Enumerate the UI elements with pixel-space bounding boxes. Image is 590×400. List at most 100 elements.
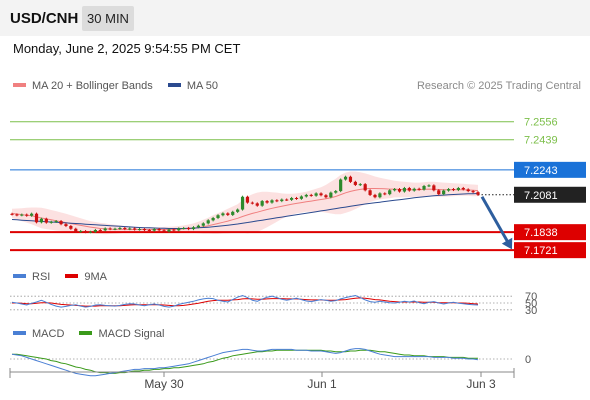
candle-body [471,191,475,193]
candle-body [427,185,431,187]
candle-body [348,176,353,182]
x-tick-label-0: May 30 [144,377,184,391]
candle-body [177,228,181,231]
candle-body [201,223,205,226]
macd-line [11,348,479,377]
candle-body [167,229,171,232]
level-label-7.1721: 7.1721 [524,245,558,257]
candle-body [437,190,441,195]
candle-body [343,176,348,180]
candle-body [226,213,230,215]
candle-body [255,203,259,206]
candle-body [15,214,19,216]
candle-body [363,184,367,191]
candle-body [44,218,48,223]
candle-body [466,189,470,192]
legend-item-ma50: MA 50 [167,80,218,92]
forecast-arrow-shaft [480,196,511,245]
candle-body [324,195,328,198]
candle-body [309,194,313,196]
candle-body [294,198,299,199]
candle-body [407,188,411,191]
rsi-swatch [13,274,26,279]
candle-body [270,200,274,203]
candle-body [412,188,416,191]
candle-body [314,193,318,196]
candle-body [10,213,14,215]
candle-body [79,231,83,233]
level-tag-7.2243 [514,161,586,178]
candle-body [432,185,436,191]
candle-body [451,189,456,191]
credit-text: Research © 2025 Trading Central [416,80,581,92]
macd-zero-label: 0 [525,354,531,366]
level-label-7.2243: 7.2243 [524,165,558,177]
candle-body [157,229,161,231]
candle-body [446,189,451,191]
ma20-swatch [13,83,26,88]
candle-body [221,213,225,216]
level-label-7.2439: 7.2439 [524,135,558,147]
candle-body [397,189,402,192]
price-legend: MA 20 + Bollinger Bands MA 50 [13,80,218,92]
candle-body [353,181,357,185]
candle-body [373,194,377,198]
macd-signal-swatch [79,331,93,336]
candle-body [152,229,156,231]
candle-body [442,190,446,195]
candle-body [240,196,245,210]
candle-body [206,220,210,224]
level-tag-7.1838 [514,224,586,241]
candle-body [147,230,151,231]
candle-body [417,188,421,190]
candle-body [290,198,294,200]
candle-body [378,193,382,198]
candle-body [133,228,137,230]
candle-body [123,228,127,230]
legend-item-ma20: MA 20 + Bollinger Bands [13,80,153,92]
rsi-line [11,294,479,308]
candle-body [211,218,215,221]
bollinger-band [12,171,478,235]
timeframe-button[interactable]: 30 MIN [82,6,134,31]
forecast-arrow-head [501,237,513,250]
macd-signal-line [12,349,478,374]
candle-body [30,213,34,216]
candle-body [93,230,97,232]
candle-body [402,188,407,192]
level-tag-7.1721 [514,242,586,259]
candle-body [103,228,107,231]
candle-body [231,211,235,215]
candle-body [83,231,88,233]
candle-body [69,226,73,229]
x-tick-label-2: Jun 3 [466,377,496,391]
candle-body [39,218,44,223]
candle-body [34,213,39,223]
legend-item-rsi: RSI [13,271,50,283]
candle-body [304,194,308,197]
macd-legend: MACD MACD Signal [13,328,164,340]
candle-body [319,193,323,196]
candle-body [216,215,220,218]
candle-body [142,229,147,231]
candle-body [275,200,279,202]
candle-body [339,179,343,192]
candle-body [280,199,284,202]
rsi-level-label-70: 70 [525,291,537,303]
candle-body [329,192,333,198]
x-tick-label-1: Jun 1 [307,377,337,391]
candle-body [118,228,122,229]
candle-body [191,227,196,230]
candle-body [393,189,397,191]
level-label-7.2081: 7.2081 [524,190,558,202]
rsi-9ma-swatch [65,274,79,279]
candle-body [108,228,112,230]
candle-body [461,188,465,190]
candle-body [128,228,132,230]
candle-body [186,228,191,230]
level-tag-7.2081 [514,186,586,203]
candle-body [285,199,289,201]
candle-body [334,191,338,193]
rsi-level-label-30: 30 [525,305,537,317]
